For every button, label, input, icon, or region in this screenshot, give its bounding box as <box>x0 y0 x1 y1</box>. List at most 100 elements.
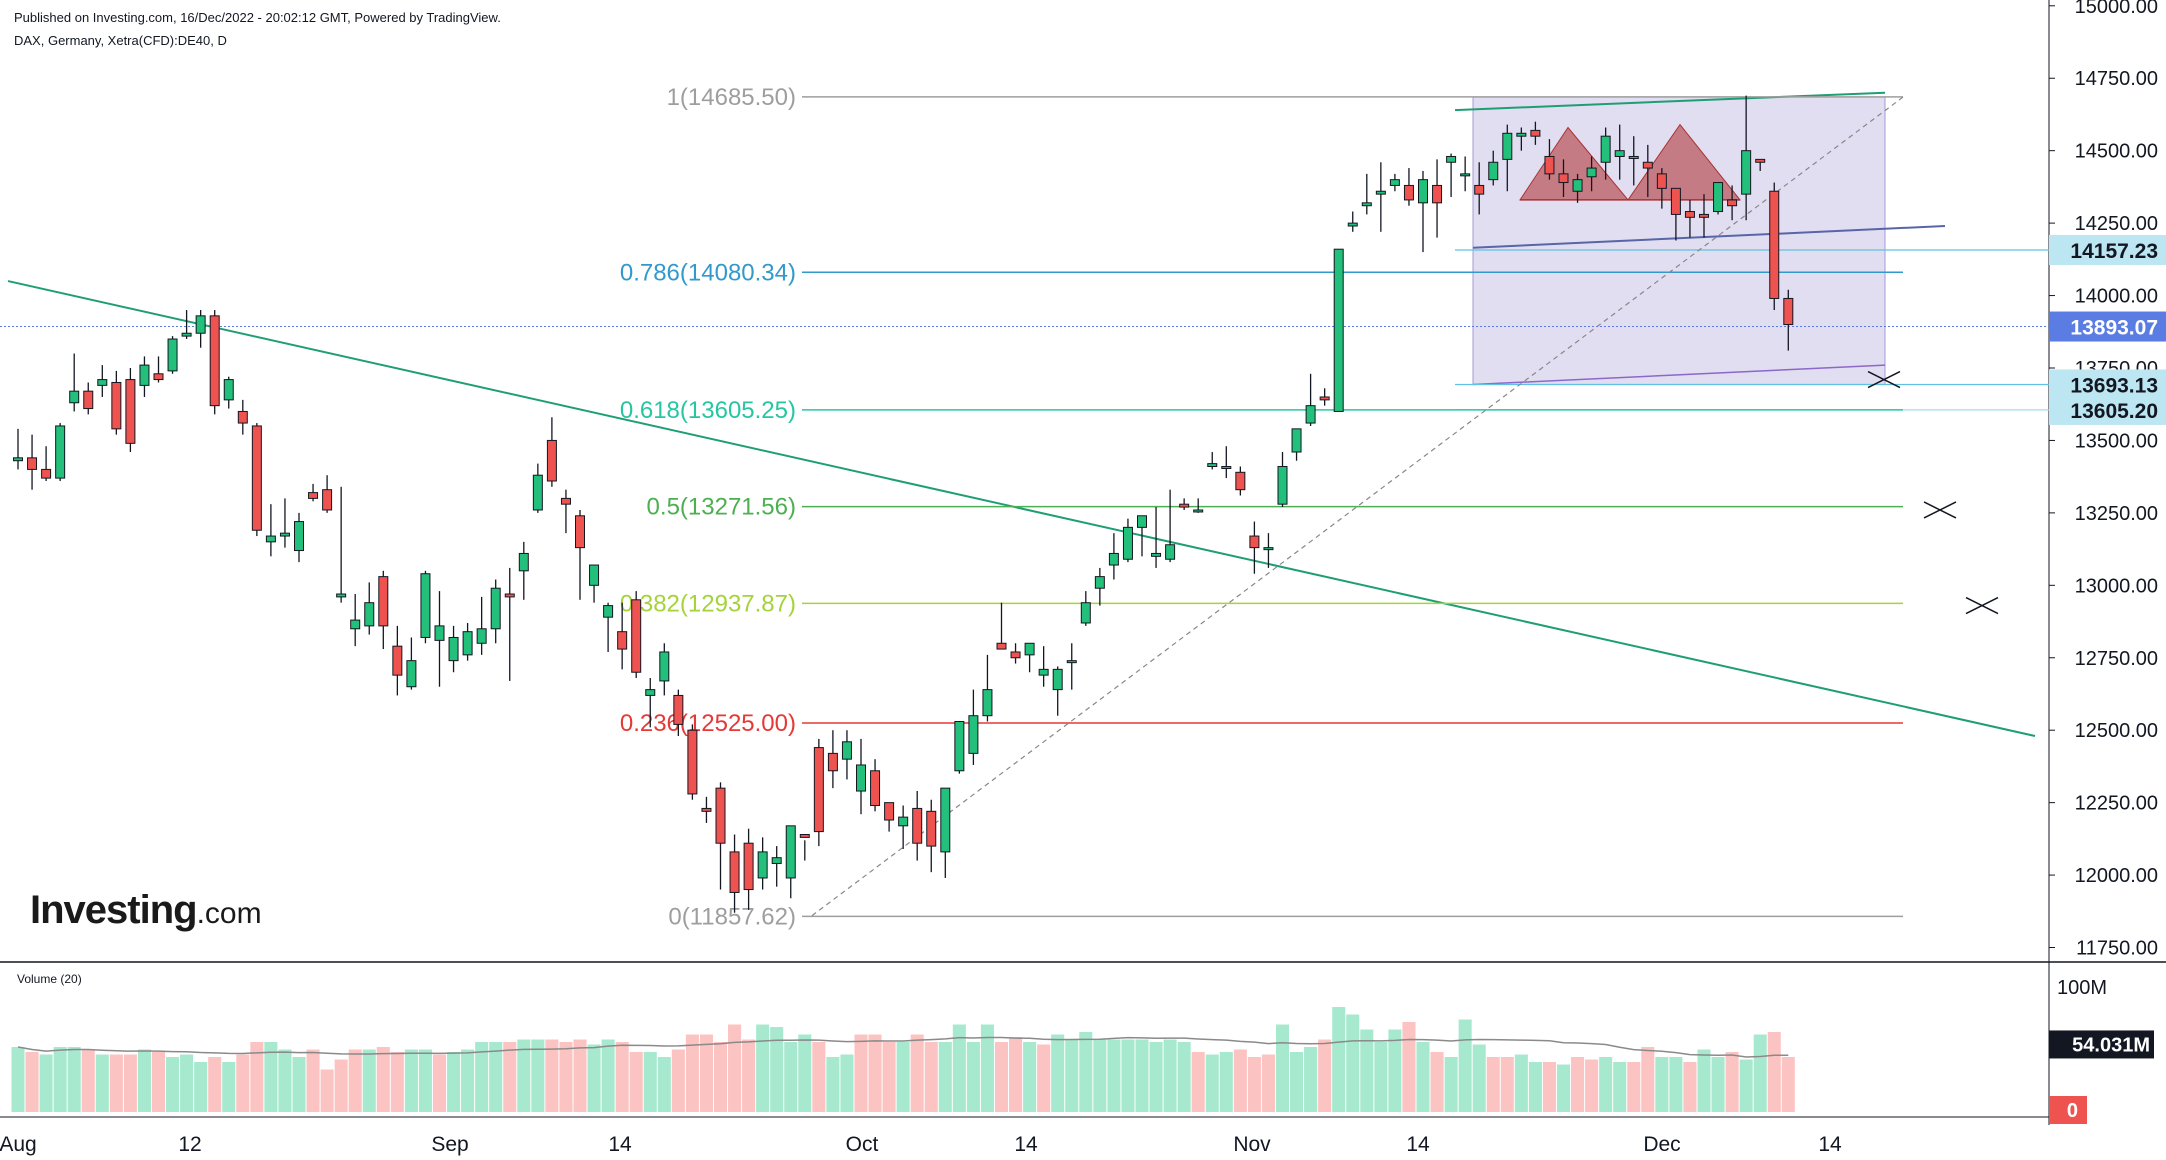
candle-body <box>13 457 23 462</box>
volume-bar <box>1528 1062 1542 1112</box>
volume-bar <box>1613 1062 1627 1112</box>
candle-body <box>1642 161 1653 169</box>
candle-body <box>1572 179 1583 192</box>
candle-body <box>729 851 740 893</box>
candle-body <box>884 802 895 821</box>
candle <box>631 591 642 679</box>
candle-body <box>1586 167 1597 178</box>
volume-bar <box>461 1049 475 1112</box>
candle-body <box>406 660 417 688</box>
volume-bar <box>952 1024 966 1112</box>
candle-body <box>575 515 585 549</box>
candle-body <box>1333 248 1344 412</box>
volume-bar <box>1444 1057 1458 1112</box>
volume-bar <box>924 1042 938 1112</box>
candle <box>350 594 361 647</box>
volume-bar <box>137 1049 151 1112</box>
volume-bar <box>1416 1042 1430 1112</box>
candle <box>1642 144 1653 198</box>
volume-bar <box>826 1057 840 1112</box>
volume-bar <box>1599 1057 1613 1112</box>
candle-body <box>743 842 754 891</box>
candle-body <box>1108 552 1119 566</box>
x-tick-label: 14 <box>1818 1133 1842 1156</box>
candle <box>1586 156 1597 192</box>
candle-body <box>1207 463 1218 468</box>
fib-level-label: 0.5(13271.56) <box>647 494 796 521</box>
volume-bar <box>1037 1044 1051 1112</box>
candle <box>41 446 52 481</box>
candle-body <box>1165 544 1176 560</box>
candle <box>898 805 909 849</box>
candle <box>1207 452 1218 470</box>
volume-bar <box>1669 1057 1683 1112</box>
volume-bar <box>1079 1032 1093 1112</box>
candle <box>827 730 838 789</box>
candle-body <box>1474 184 1485 195</box>
volume-bar <box>1711 1057 1725 1112</box>
volume-bar <box>53 1047 67 1112</box>
candle <box>743 828 754 910</box>
candle-body <box>181 332 192 337</box>
candle <box>701 796 712 823</box>
candle-body <box>434 625 445 641</box>
x-tick-label: 14 <box>608 1133 632 1156</box>
volume-bar <box>180 1054 194 1112</box>
candle-body <box>476 628 487 644</box>
volume-bar <box>264 1042 278 1112</box>
candle-body <box>1263 547 1274 551</box>
candle-body <box>1024 642 1035 656</box>
volume-bar <box>573 1039 587 1112</box>
candle <box>1024 642 1035 673</box>
y-tick-label: 12500.00 <box>2075 720 2158 742</box>
volume-bar <box>1374 1042 1388 1112</box>
candle <box>462 622 473 661</box>
candle <box>1249 521 1260 574</box>
volume-bar <box>1177 1042 1191 1112</box>
fib-level-label: 1(14685.50) <box>667 84 796 111</box>
candle <box>532 463 543 513</box>
candle-body <box>954 721 965 772</box>
candle-body <box>237 410 248 424</box>
candle <box>111 370 122 435</box>
candle-body <box>1628 155 1639 159</box>
volume-bar <box>742 1039 756 1112</box>
candle <box>673 689 684 736</box>
y-tick-label: 14750.00 <box>2075 68 2158 90</box>
candle <box>1319 388 1330 406</box>
candle-body <box>996 642 1007 650</box>
candle-body <box>392 645 403 676</box>
candle-body <box>195 315 206 334</box>
candle <box>336 486 347 603</box>
volume-bar <box>320 1069 334 1112</box>
volume-ma-line <box>17 1036 1789 1058</box>
candle-body <box>153 373 164 381</box>
y-tick-label: 13250.00 <box>2075 503 2158 525</box>
candle-body <box>308 492 319 499</box>
candle-body <box>701 807 712 812</box>
volume-bar <box>1065 1039 1079 1112</box>
candle <box>926 799 937 873</box>
y-tick-label: 13000.00 <box>2075 575 2158 597</box>
volume-bar <box>1346 1014 1360 1112</box>
volume-bar <box>896 1042 910 1112</box>
candle-body <box>687 729 698 795</box>
candle-body <box>757 851 768 879</box>
candle <box>1727 185 1738 221</box>
volume-bar <box>1641 1047 1655 1112</box>
candle <box>55 423 66 481</box>
investing-logo: Investing.com <box>30 888 262 933</box>
candle <box>448 625 459 673</box>
candle <box>1403 168 1414 206</box>
candle-body <box>462 631 473 656</box>
volume-bar <box>1486 1057 1500 1112</box>
candle <box>1122 518 1133 563</box>
candle <box>308 483 319 502</box>
volume-bar <box>812 1042 826 1112</box>
fib-level-label: 0.382(12937.87) <box>620 590 796 617</box>
candle-body <box>251 425 262 531</box>
candle-body <box>1193 509 1204 513</box>
candle-body <box>1530 129 1541 137</box>
candle-body <box>1291 428 1302 453</box>
